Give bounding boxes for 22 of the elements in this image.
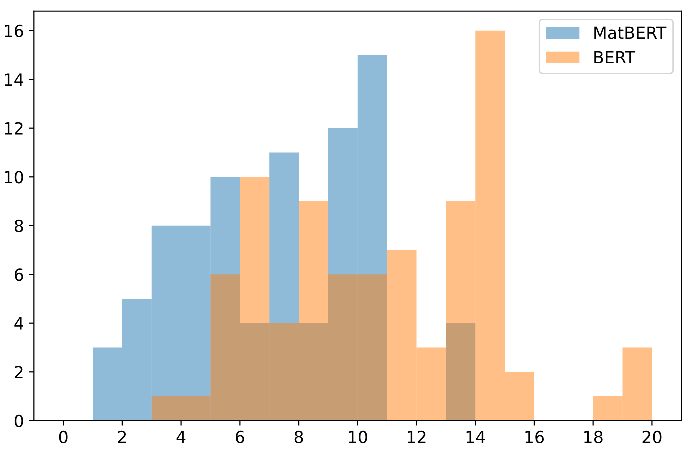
- y-tick-label: 12: [5, 122, 23, 135]
- y-tick-label: 14: [5, 74, 24, 86]
- legend-label: BERT: [594, 51, 636, 64]
- legend-label: MatBERT: [594, 26, 667, 40]
- y-tick-label: 16: [5, 24, 24, 38]
- x-tick-label: 8: [294, 430, 304, 444]
- x-tick-label: 0: [59, 430, 68, 444]
- y-tick-label: 6: [14, 268, 24, 282]
- x-tick-label: 20: [642, 430, 662, 444]
- x-tick-label: 16: [526, 430, 544, 444]
- y-tick-label: 2: [15, 366, 23, 378]
- y-tick-label: 0: [14, 414, 24, 428]
- y-tick-label: 4: [14, 318, 24, 330]
- x-tick-label: 2: [118, 430, 126, 444]
- y-tick-label: 10: [5, 171, 24, 184]
- x-tick-label: 4: [176, 431, 186, 444]
- x-tick-label: 18: [584, 430, 603, 444]
- x-tick-label: 10: [349, 430, 368, 444]
- x-tick-label: 12: [408, 430, 426, 444]
- x-tick-label: 6: [236, 430, 244, 444]
- x-tick-label: 14: [466, 431, 486, 444]
- y-tick-label: 8: [14, 220, 24, 232]
